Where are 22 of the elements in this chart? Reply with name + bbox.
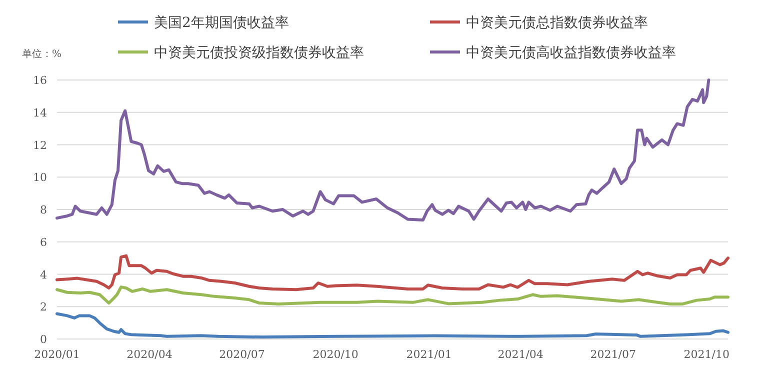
legend-label: 中资美元债高收益指数债券收益率 <box>466 45 676 61</box>
y-tick-label: 0 <box>40 333 47 346</box>
x-tick-label: 2020/01 <box>34 348 80 361</box>
x-tick-label: 2021/01 <box>406 348 452 361</box>
y-tick-label: 16 <box>33 74 47 87</box>
y-tick-label: 2 <box>40 300 47 314</box>
x-tick-label: 2020/10 <box>312 348 358 361</box>
y-tick-label: 10 <box>33 171 47 184</box>
x-tick-label: 2020/04 <box>126 348 172 361</box>
y-tick-label: 6 <box>40 236 47 249</box>
y-axis-title: 单位：% <box>22 48 62 60</box>
legend-label: 中资美元债总指数债券收益率 <box>466 15 648 31</box>
y-tick-label: 4 <box>40 268 47 282</box>
x-tick-label: 2021/04 <box>498 348 544 361</box>
x-tick-label: 2020/07 <box>219 348 265 361</box>
x-tick-label: 2021/07 <box>590 348 636 361</box>
legend-label: 美国2年期国债收益率 <box>154 15 289 31</box>
y-tick-label: 12 <box>33 138 47 152</box>
y-tick-label: 14 <box>33 106 47 120</box>
y-tick-label: 8 <box>40 204 47 216</box>
x-tick-label: 2021/10 <box>684 348 730 361</box>
legend-label: 中资美元债投资级指数债券收益率 <box>154 45 364 61</box>
